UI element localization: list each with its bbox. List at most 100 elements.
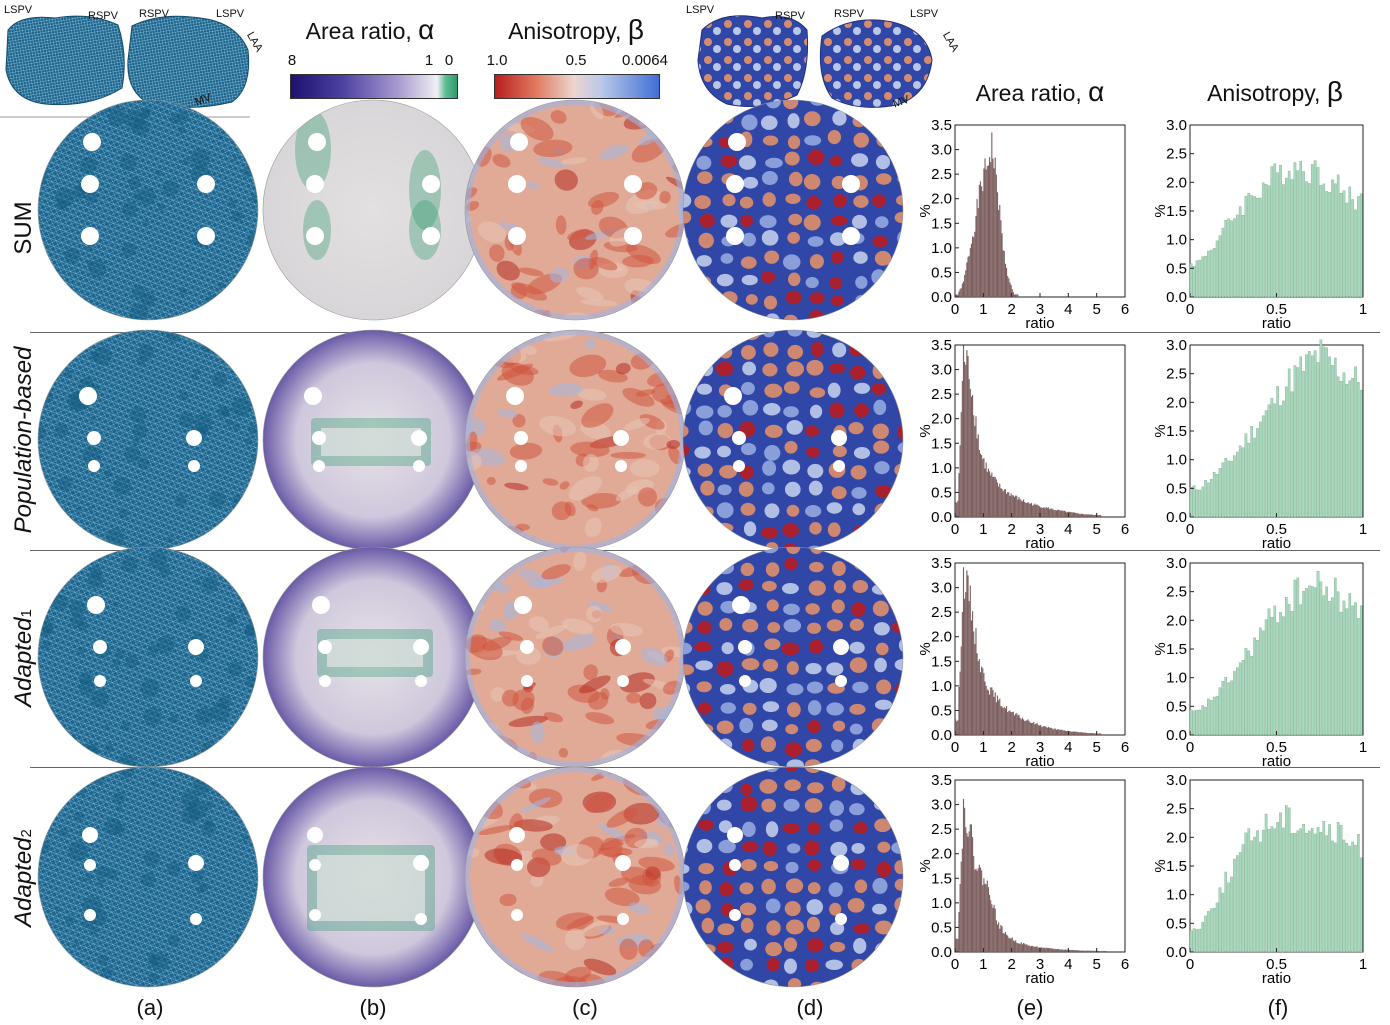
histogram-bar — [1241, 447, 1245, 518]
histogram-bar — [1227, 882, 1230, 953]
histogram-bar — [993, 904, 995, 952]
histogram-bar — [1256, 639, 1259, 736]
histogram-bar — [989, 157, 991, 297]
colorbar-tick-label: 1 — [424, 52, 434, 69]
histogram-bar — [1198, 489, 1202, 518]
histogram-bar — [1045, 727, 1047, 735]
x-axis-label: ratio — [1262, 535, 1291, 552]
histogram-bar — [1313, 833, 1317, 953]
y-tick-label: 0.5 — [1166, 260, 1187, 277]
histogram-bar — [1041, 507, 1043, 517]
histogram-bar — [1212, 248, 1216, 298]
histogram-bar — [1354, 602, 1357, 736]
vein-hole — [515, 460, 527, 472]
histogram-bar — [993, 696, 995, 735]
histogram-bar — [1096, 950, 1098, 952]
histogram-bar — [956, 938, 958, 952]
histogram-bar — [961, 612, 963, 735]
histogram-bar — [1002, 933, 1004, 952]
histogram-bar — [1241, 215, 1245, 298]
y-tick-label: 0.0 — [1166, 289, 1187, 306]
vein-hole — [615, 460, 627, 472]
histogram-bar — [1305, 354, 1308, 518]
histogram-bar — [977, 868, 979, 952]
histogram-bar — [1055, 949, 1057, 952]
histogram-bar — [994, 477, 996, 517]
vein-hole — [81, 227, 99, 245]
histogram-bar — [1003, 251, 1005, 297]
histogram-bar — [1322, 595, 1326, 736]
histogram-bar — [1287, 807, 1291, 953]
histogram-bar — [1204, 706, 1207, 736]
histogram-bar — [1086, 514, 1088, 517]
vein-hole — [728, 133, 746, 151]
histogram-bar — [962, 567, 965, 735]
y-axis-label: % — [917, 642, 934, 655]
histogram-bar — [968, 379, 970, 517]
histogram-bar — [1049, 727, 1051, 735]
histogram-bar — [1250, 426, 1253, 518]
histogram-bar — [1308, 183, 1311, 298]
histogram-bar — [977, 434, 979, 517]
histogram-bar — [1075, 512, 1077, 517]
histogram-bar — [966, 350, 968, 517]
vein-hole — [514, 431, 528, 445]
histogram-bar — [982, 191, 984, 297]
histogram-bar — [1336, 376, 1340, 518]
vein-hole — [87, 596, 105, 614]
histogram-bar — [1359, 193, 1363, 298]
histogram-bar — [1212, 696, 1216, 736]
x-tick-label: 2 — [1007, 301, 1015, 318]
histogram-bar — [1270, 166, 1274, 298]
histogram-bar — [967, 256, 969, 297]
x-axis-label: ratio — [1025, 535, 1054, 552]
histogram-bar — [995, 920, 997, 952]
histogram-bar — [1029, 503, 1031, 517]
histogram-bar — [1316, 167, 1320, 298]
histogram-bar — [1221, 462, 1225, 518]
histogram-bar — [1279, 405, 1282, 518]
x-axis-label: ratio — [1025, 753, 1054, 770]
histogram-bar — [955, 938, 957, 952]
histogram-bar — [978, 184, 980, 297]
vein-hole — [83, 133, 101, 151]
histogram-bar — [1096, 733, 1098, 735]
histogram-bar — [1036, 946, 1038, 952]
histogram-bar — [1025, 720, 1027, 735]
histogram-bar — [1017, 499, 1019, 517]
histogram-bar — [1046, 727, 1048, 735]
histogram-bar — [984, 468, 986, 517]
vein-hole — [831, 430, 847, 446]
histogram-bar — [1006, 934, 1008, 952]
area-ratio-disk — [262, 99, 484, 321]
histogram-bar — [1293, 833, 1297, 953]
histogram-bar — [1024, 501, 1026, 517]
histogram-bar — [1038, 506, 1040, 517]
histogram-bar — [1351, 378, 1354, 518]
histogram-bar — [1070, 512, 1072, 517]
colorbar-tick-label: 1.0 — [486, 52, 508, 69]
histogram-bar — [965, 827, 967, 952]
histogram-bar — [977, 207, 979, 297]
histogram-bar — [1003, 707, 1005, 735]
histogram-bar — [993, 168, 995, 297]
histogram-bar — [1285, 386, 1288, 518]
histogram-bar — [998, 922, 1000, 952]
histogram-bar — [985, 685, 987, 735]
histogram-bar — [1020, 500, 1022, 517]
x-tick-label: 1 — [1359, 956, 1367, 973]
histogram-bar — [1319, 832, 1323, 953]
histogram-bar — [1270, 616, 1274, 736]
vein-hole — [197, 227, 215, 245]
histogram-bar — [1316, 571, 1320, 736]
hist-aniso-title: Anisotropy, β — [1207, 76, 1343, 107]
x-tick-label: 1 — [979, 956, 987, 973]
histogram-bar — [973, 415, 975, 517]
histogram-bar — [1069, 512, 1071, 517]
histogram-bar — [1325, 191, 1328, 298]
histogram-bar — [1063, 730, 1065, 735]
histogram-bar — [1322, 820, 1326, 953]
y-tick-label: 3.0 — [931, 580, 952, 597]
y-tick-label: 2.0 — [1166, 174, 1187, 191]
histogram-bar — [1198, 928, 1202, 953]
